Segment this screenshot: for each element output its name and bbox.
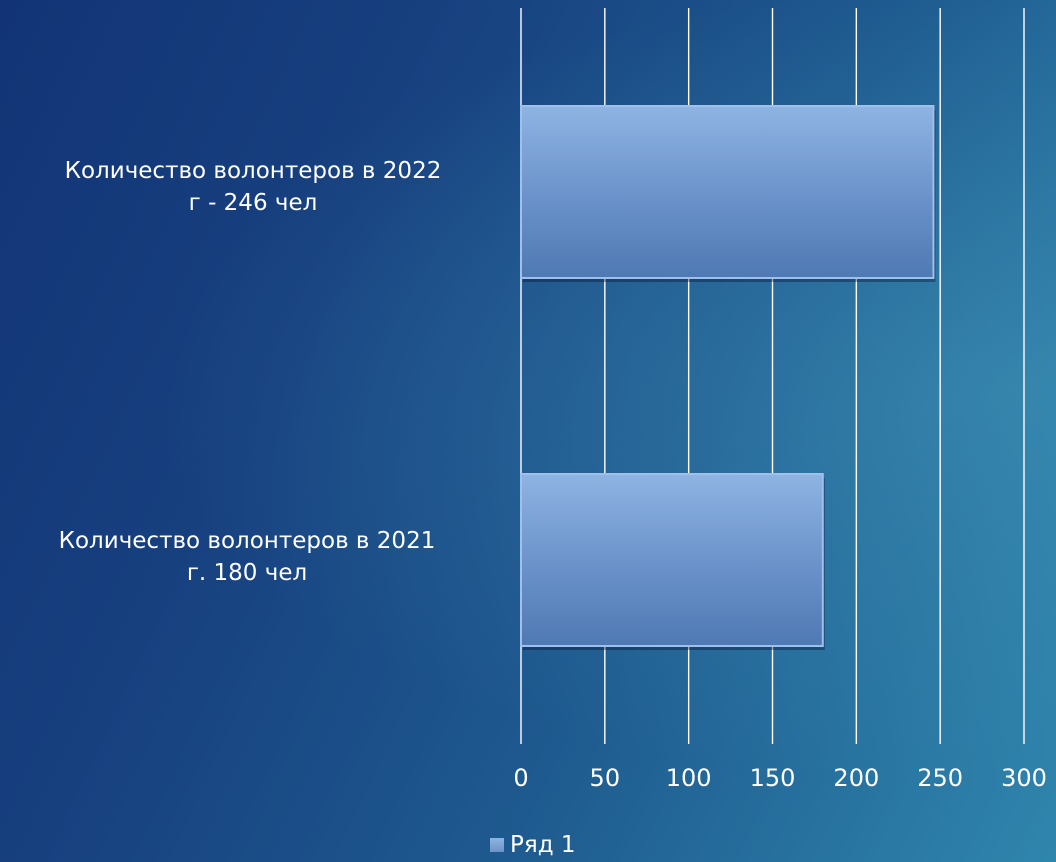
category-label-2022: Количество волонтеров в 2022 г - 246 чел bbox=[8, 155, 498, 219]
category-label-2021-line2: г. 180 чел bbox=[186, 560, 308, 586]
legend-label: Ряд 1 bbox=[510, 832, 576, 858]
bars bbox=[520, 105, 936, 650]
legend-swatch bbox=[490, 838, 504, 852]
category-label-2021-line1: Количество волонтеров в 2021 bbox=[58, 528, 436, 554]
category-label-2021: Количество волонтеров в 2021 г. 180 чел bbox=[2, 525, 492, 589]
x-tick-label-50: 50 bbox=[589, 764, 621, 792]
category-label-2022-line2: г - 246 чел bbox=[188, 190, 318, 216]
bar-1 bbox=[520, 473, 824, 647]
category-label-2022-line1: Количество волонтеров в 2022 bbox=[64, 158, 442, 184]
bar-0 bbox=[520, 105, 935, 279]
x-tick-label-0: 0 bbox=[513, 764, 529, 792]
x-tick-label-150: 150 bbox=[749, 764, 796, 792]
legend: Ряд 1 bbox=[490, 830, 576, 860]
x-tick-label-100: 100 bbox=[665, 764, 712, 792]
x-tick-label-200: 200 bbox=[833, 764, 880, 792]
x-tick-label-250: 250 bbox=[917, 764, 964, 792]
x-tick-label-300: 300 bbox=[1001, 764, 1047, 792]
